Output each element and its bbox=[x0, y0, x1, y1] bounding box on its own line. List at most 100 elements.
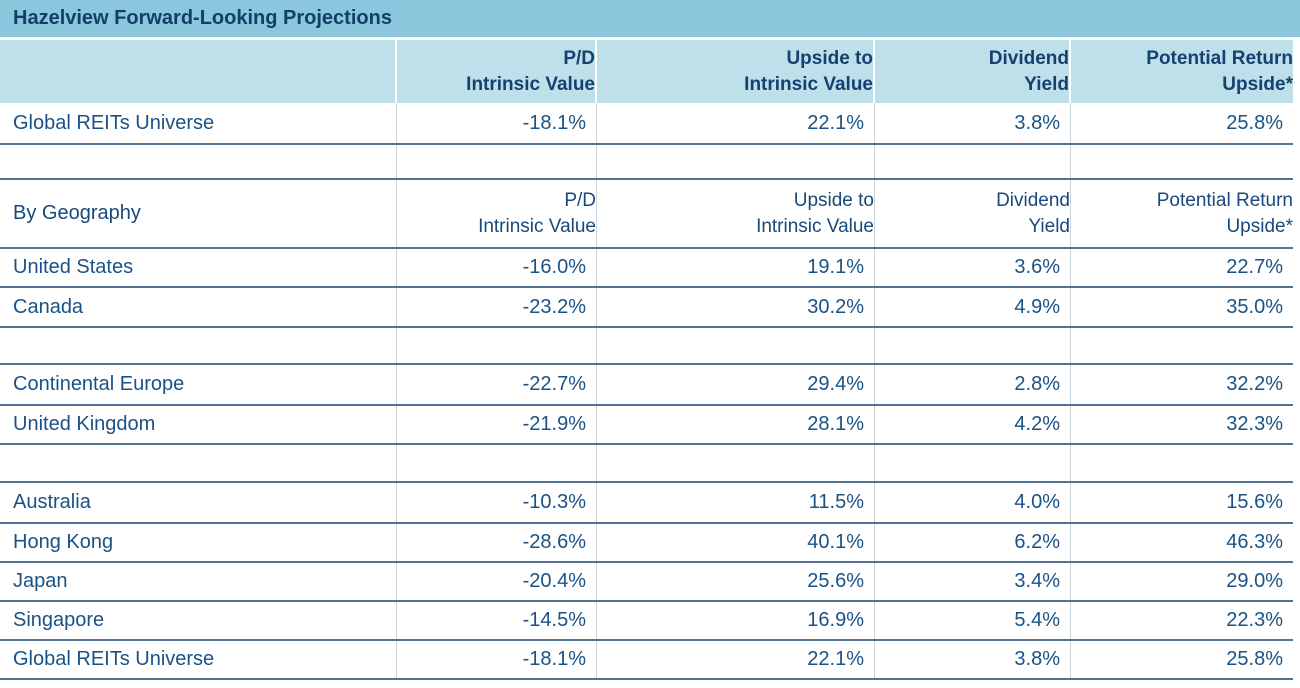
pd-intrinsic-value-cell: -22.7% bbox=[397, 365, 597, 404]
table-row-united-states: United States -16.0% 19.1% 3.6% 22.7% bbox=[0, 249, 1293, 288]
spacer-cell bbox=[597, 328, 875, 363]
row-label: Canada bbox=[0, 288, 397, 326]
potential-return-upside-cell: 22.3% bbox=[1226, 609, 1283, 631]
pd-intrinsic-value-cell: -21.9% bbox=[397, 406, 597, 443]
table-row-continental-europe: Continental Europe -22.7% 29.4% 2.8% 32.… bbox=[0, 365, 1293, 406]
table-row-hong-kong: Hong Kong -28.6% 40.1% 6.2% 46.3% bbox=[0, 524, 1293, 563]
subheader-line-1: Potential Return bbox=[1156, 190, 1293, 212]
table-title: Hazelview Forward-Looking Projections bbox=[13, 7, 392, 29]
header-upside-to-intrinsic-value: Upside to Intrinsic Value bbox=[597, 40, 875, 103]
dividend-yield-cell: 3.4% bbox=[875, 563, 1071, 600]
dividend-yield-cell: 4.2% bbox=[875, 406, 1071, 443]
potential-return-upside-cell: 15.6% bbox=[1226, 491, 1283, 513]
row-label: United Kingdom bbox=[0, 406, 397, 443]
row-label: Japan bbox=[0, 563, 397, 600]
spacer-row bbox=[0, 328, 1293, 365]
subheader-dividend-yield: Dividend Yield bbox=[875, 180, 1071, 247]
potential-return-upside-cell: 22.7% bbox=[1226, 256, 1283, 278]
spacer-cell bbox=[397, 445, 597, 481]
row-label: Hong Kong bbox=[0, 524, 397, 561]
spacer-cell bbox=[0, 445, 397, 481]
header-line-2: Intrinsic Value bbox=[744, 73, 873, 95]
pd-intrinsic-value-cell: -18.1% bbox=[397, 641, 597, 678]
spacer-cell bbox=[1071, 328, 1293, 363]
spacer-cell bbox=[875, 328, 1071, 363]
projections-table: P/D Intrinsic Value Upside to Intrinsic … bbox=[0, 40, 1293, 680]
potential-return-upside-cell: 46.3% bbox=[1226, 531, 1283, 553]
table-title-bar: Hazelview Forward-Looking Projections bbox=[0, 0, 1300, 37]
potential-return-upside-cell: 32.2% bbox=[1226, 373, 1283, 395]
section-label: By Geography bbox=[0, 180, 397, 247]
row-label: Global REITs Universe bbox=[0, 641, 397, 678]
spacer-cell bbox=[875, 145, 1071, 178]
subheader-line-2: Intrinsic Value bbox=[478, 215, 596, 237]
spacer-row bbox=[0, 445, 1293, 483]
potential-return-upside-cell: 32.3% bbox=[1226, 413, 1283, 435]
header-line-2: Yield bbox=[1024, 73, 1069, 95]
header-potential-return-upside: Potential Return Upside* bbox=[1071, 40, 1293, 103]
pd-intrinsic-value-cell: -18.1% bbox=[397, 103, 597, 143]
dividend-yield-cell: 2.8% bbox=[875, 365, 1071, 404]
upside-to-intrinsic-value-cell: 29.4% bbox=[597, 365, 875, 404]
table-row-global-reits-universe: Global REITs Universe -18.1% 22.1% 3.8% … bbox=[0, 103, 1293, 145]
spacer-cell bbox=[397, 145, 597, 178]
header-dividend-yield: Dividend Yield bbox=[875, 40, 1071, 103]
dividend-yield-cell: 3.8% bbox=[875, 641, 1071, 678]
pd-intrinsic-value-cell: -10.3% bbox=[397, 483, 597, 522]
spacer-cell bbox=[397, 328, 597, 363]
spacer-cell bbox=[597, 145, 875, 178]
pd-intrinsic-value-cell: -28.6% bbox=[397, 524, 597, 561]
header-line-2: Intrinsic Value bbox=[466, 73, 595, 95]
pd-intrinsic-value-cell: -20.4% bbox=[397, 563, 597, 600]
upside-to-intrinsic-value-cell: 22.1% bbox=[597, 641, 875, 678]
dividend-yield-cell: 6.2% bbox=[875, 524, 1071, 561]
header-line-1: P/D bbox=[563, 48, 595, 70]
upside-to-intrinsic-value-cell: 28.1% bbox=[597, 406, 875, 443]
spacer-cell bbox=[1071, 145, 1293, 178]
subheader-upside-to-intrinsic-value: Upside to Intrinsic Value bbox=[597, 180, 875, 247]
subheader-line-1: Dividend bbox=[996, 190, 1070, 212]
upside-to-intrinsic-value-cell: 25.6% bbox=[597, 563, 875, 600]
pd-intrinsic-value-cell: -16.0% bbox=[397, 249, 597, 286]
header-line-1: Dividend bbox=[988, 48, 1069, 70]
subheader-potential-return-upside: Potential Return Upside* bbox=[1071, 180, 1293, 247]
header-line-2: Upside* bbox=[1222, 73, 1293, 95]
subheader-line-2: Yield bbox=[1028, 215, 1070, 237]
spacer-cell bbox=[597, 445, 875, 481]
header-empty-cell bbox=[0, 40, 397, 103]
dividend-yield-cell: 4.0% bbox=[875, 483, 1071, 522]
upside-to-intrinsic-value-cell: 40.1% bbox=[597, 524, 875, 561]
subheader-pd-intrinsic-value: P/D Intrinsic Value bbox=[397, 180, 597, 247]
spacer-row bbox=[0, 145, 1293, 180]
potential-return-upside-cell: 29.0% bbox=[1226, 570, 1283, 592]
spacer-cell bbox=[875, 445, 1071, 481]
subheader-line-1: Upside to bbox=[793, 190, 874, 212]
upside-to-intrinsic-value-cell: 19.1% bbox=[597, 249, 875, 286]
table-row-japan: Japan -20.4% 25.6% 3.4% 29.0% bbox=[0, 563, 1293, 602]
dividend-yield-cell: 3.8% bbox=[875, 103, 1071, 143]
row-label: Continental Europe bbox=[0, 365, 397, 404]
upside-to-intrinsic-value-cell: 30.2% bbox=[597, 288, 875, 326]
spacer-cell bbox=[0, 145, 397, 178]
subheader-line-2: Intrinsic Value bbox=[756, 215, 874, 237]
spacer-cell bbox=[1071, 445, 1293, 481]
by-geography-header-row: By Geography P/D Intrinsic Value Upside … bbox=[0, 180, 1293, 249]
row-label: Australia bbox=[0, 483, 397, 522]
column-header-row: P/D Intrinsic Value Upside to Intrinsic … bbox=[0, 40, 1293, 103]
dividend-yield-cell: 3.6% bbox=[875, 249, 1071, 286]
table-row-global-reits-universe-bottom: Global REITs Universe -18.1% 22.1% 3.8% … bbox=[0, 641, 1293, 680]
table-row-canada: Canada -23.2% 30.2% 4.9% 35.0% bbox=[0, 288, 1293, 328]
pd-intrinsic-value-cell: -23.2% bbox=[397, 288, 597, 326]
row-label: Global REITs Universe bbox=[0, 103, 397, 143]
potential-return-upside-cell: 25.8% bbox=[1226, 111, 1283, 134]
table-row-united-kingdom: United Kingdom -21.9% 28.1% 4.2% 32.3% bbox=[0, 406, 1293, 445]
subheader-line-2: Upside* bbox=[1226, 215, 1293, 237]
subheader-line-1: P/D bbox=[564, 190, 596, 212]
row-label: Singapore bbox=[0, 602, 397, 639]
upside-to-intrinsic-value-cell: 22.1% bbox=[597, 103, 875, 143]
spacer-cell bbox=[0, 328, 397, 363]
dividend-yield-cell: 4.9% bbox=[875, 288, 1071, 326]
header-line-1: Potential Return bbox=[1146, 48, 1293, 70]
pd-intrinsic-value-cell: -14.5% bbox=[397, 602, 597, 639]
